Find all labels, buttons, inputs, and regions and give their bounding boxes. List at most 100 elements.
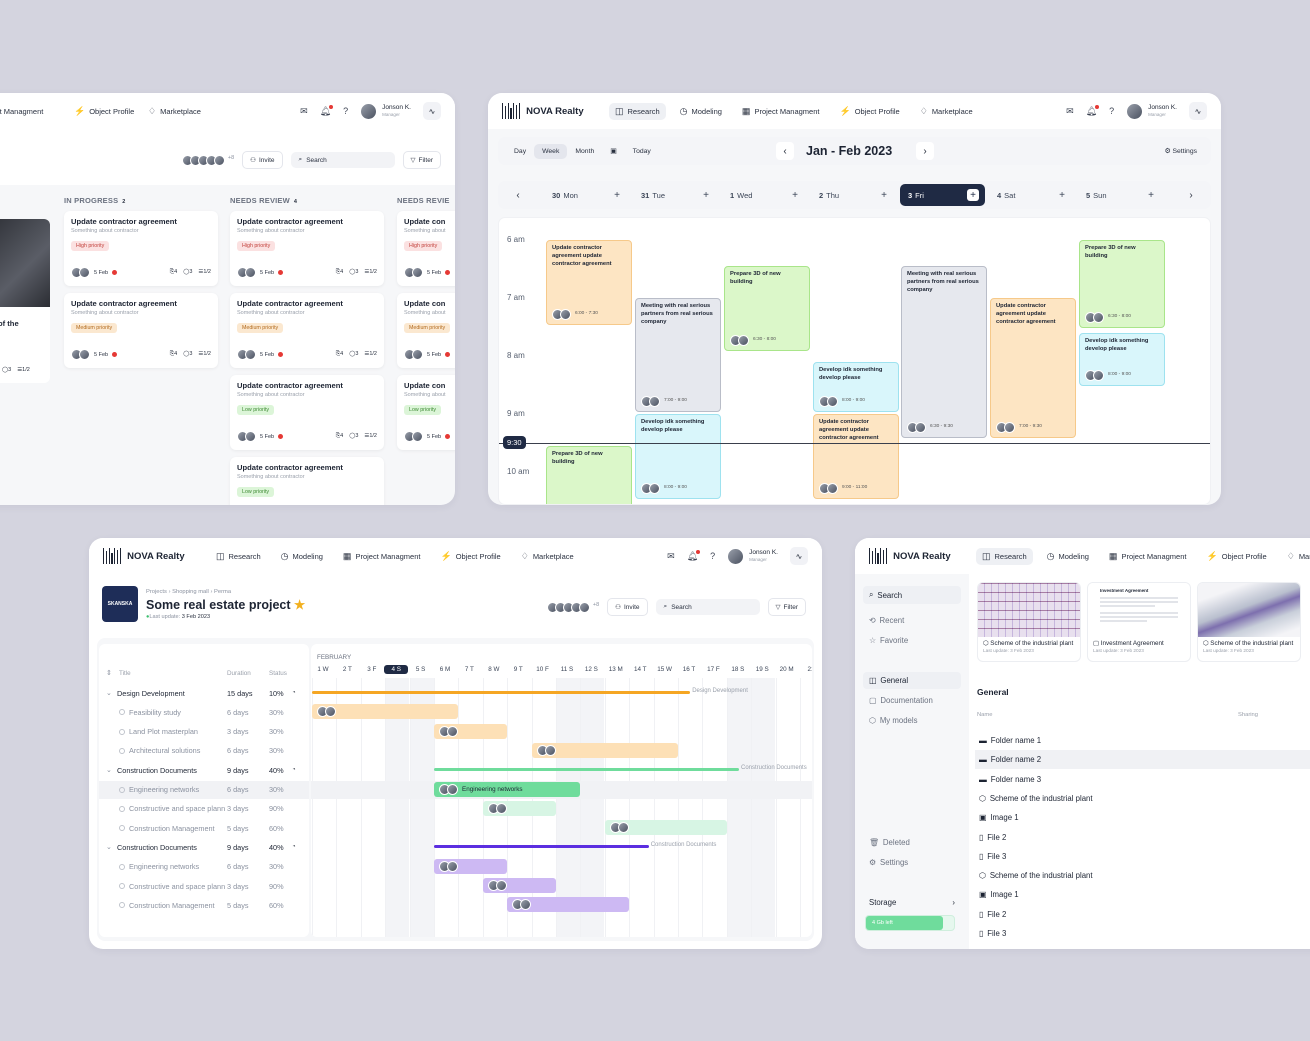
task-bar[interactable]: [434, 723, 508, 739]
sidebar-general[interactable]: ◫ General: [863, 672, 961, 689]
group-timeline-line[interactable]: [434, 845, 649, 849]
thumb-card-1[interactable]: ⬡ Scheme of the industrial plant Last up…: [977, 582, 1081, 662]
task-group-row[interactable]: ⌄ Construction Documents 9 days 40% ◔: [106, 765, 296, 775]
view-day[interactable]: Day: [514, 147, 527, 155]
nav-marketplace[interactable]: ♢Marketplace: [919, 105, 973, 116]
prev-week-icon[interactable]: ‹: [516, 189, 520, 201]
task-row[interactable]: Constructive and space planning 3 days 90%: [99, 877, 309, 895]
calendar-event[interactable]: Develop idk something develop please 8:00…: [1079, 332, 1165, 386]
sidebar-favorite[interactable]: ☆ Favorite: [869, 636, 909, 645]
group-timeline-line[interactable]: [434, 768, 739, 772]
sort-icon[interactable]: ⇕: [106, 670, 112, 677]
sidebar-deleted[interactable]: 🗑︎ Deleted: [869, 838, 910, 847]
file-row[interactable]: ▯File 3All: [979, 929, 1007, 938]
partial-card[interactable]: of the ◯3 ☰1/2: [0, 219, 50, 383]
mail-icon[interactable]: ✉: [1066, 105, 1074, 116]
thumb-card-2[interactable]: Investment Agreement ▢ Investment Agreem…: [1087, 582, 1191, 662]
thumb-card-3[interactable]: ⬡ Scheme of the industrial plant Last up…: [1197, 582, 1301, 662]
calendar-event[interactable]: Update contractor agreement update contr…: [813, 414, 899, 499]
calendar-event[interactable]: Meeting with real serious partners from …: [901, 266, 987, 439]
sidebar-documentation[interactable]: ▢ Documentation: [869, 696, 933, 705]
user-menu[interactable]: Jonson K. Manager: [1126, 102, 1177, 120]
add-event-icon[interactable]: +: [1059, 189, 1065, 201]
invite-button[interactable]: ⚇ Invite: [242, 151, 283, 169]
task-group-row[interactable]: ⌄ Design Development 15 days 10% ◔: [106, 688, 296, 698]
task-card[interactable]: Update contractor agreement Something ab…: [230, 211, 384, 286]
settings-button[interactable]: ⚙ Settings: [1164, 148, 1197, 155]
bell-icon[interactable]: 🔔︎: [686, 549, 701, 561]
nav-modeling[interactable]: ◷ Modeling: [679, 105, 722, 116]
task-bar[interactable]: [312, 704, 459, 720]
file-row[interactable]: ▬ Folder name 2: [975, 750, 1310, 770]
task-card[interactable]: Update con Something about High priority…: [397, 211, 455, 286]
breadcrumb-projects[interactable]: Projects: [146, 588, 167, 595]
bell-icon[interactable]: 🔔︎: [319, 104, 334, 116]
status-circle-icon[interactable]: [119, 883, 125, 889]
status-circle-icon[interactable]: [119, 805, 125, 812]
task-bar[interactable]: [531, 742, 678, 758]
add-event-icon[interactable]: +: [792, 189, 798, 201]
task-card[interactable]: Update con Something about Medium priori…: [397, 293, 455, 368]
status-circle-icon[interactable]: [119, 747, 125, 754]
add-event-icon[interactable]: +: [881, 189, 887, 201]
mail-icon[interactable]: ✉: [667, 550, 675, 561]
view-month[interactable]: Month: [575, 147, 595, 155]
file-row[interactable]: ▬ Folder name 1: [979, 736, 1042, 745]
nav-project-management[interactable]: ject Managment: [0, 106, 44, 116]
file-row[interactable]: ▣Image 1All: [979, 813, 1019, 823]
breadcrumb-mall[interactable]: Shopping mall: [172, 588, 209, 595]
mail-icon[interactable]: ✉: [300, 105, 308, 116]
nav-project-management[interactable]: ▦ Project Managment: [1108, 550, 1187, 561]
filter-button[interactable]: ▽ Filter: [402, 151, 441, 169]
breadcrumb-perma[interactable]: Perma: [214, 588, 232, 595]
logo[interactable]: NOVA Realty: [103, 548, 185, 564]
day-header[interactable]: 4 Sat +: [989, 184, 1074, 206]
activity-icon[interactable]: ∿: [1189, 102, 1207, 120]
task-bar[interactable]: [604, 820, 727, 836]
file-row[interactable]: ▣Image 1All: [979, 890, 1019, 900]
day-header[interactable]: 2 Thu +: [811, 184, 896, 206]
task-card[interactable]: Update con Something about Low priority …: [397, 375, 455, 450]
day-header[interactable]: 5 Sun +: [1078, 184, 1163, 206]
nav-object-profile[interactable]: ⚡ Object Profile: [839, 105, 900, 116]
task-row[interactable]: Construction Management 5 days 60%: [99, 896, 309, 914]
team-avatars[interactable]: +8: [181, 154, 234, 166]
file-row[interactable]: ▯File 3All: [979, 851, 1007, 861]
task-row[interactable]: Land Plot masterplan 3 days 30%: [99, 723, 309, 741]
status-circle-icon[interactable]: [119, 902, 125, 909]
logo[interactable]: NOVA Realty: [502, 103, 584, 119]
task-card[interactable]: Update contractor agreement Something ab…: [230, 375, 384, 450]
chevron-down-icon[interactable]: ⌄: [106, 690, 112, 697]
calendar-event[interactable]: Develop idk something develop please 8:00…: [813, 361, 899, 412]
task-card[interactable]: Update contractor agreement Something ab…: [64, 211, 218, 286]
file-row[interactable]: ▯File 2All: [979, 832, 1007, 842]
logo[interactable]: NOVA Realty: [869, 548, 951, 564]
calendar-icon[interactable]: ▣: [610, 148, 617, 155]
status-circle-icon[interactable]: [119, 825, 125, 832]
nav-research[interactable]: ◫ Research: [216, 550, 261, 561]
task-card[interactable]: Update contractor agreement Something ab…: [64, 293, 218, 368]
day-header[interactable]: 3 Fri +: [900, 184, 985, 206]
week-grid[interactable]: 6 am 7 am 8 am 9 am 10 am Update contractor a…: [498, 217, 1211, 505]
task-row[interactable]: Feasibility study 6 days 30%: [99, 703, 309, 721]
calendar-event[interactable]: Update contractor agreement update contr…: [990, 298, 1076, 439]
activity-icon[interactable]: ∿: [423, 102, 441, 120]
calendar-event[interactable]: Prepare 3D of new building 6:30 - 8:00: [724, 266, 810, 352]
task-card[interactable]: Update contractor agreement Something ab…: [230, 293, 384, 368]
nav-object-profile[interactable]: ⚡ Object Profile: [1206, 550, 1267, 561]
nav-project-management[interactable]: ▦ Project Managment: [342, 550, 421, 561]
status-circle-icon[interactable]: [119, 863, 125, 870]
task-card[interactable]: Update contractor agreement Something ab…: [230, 457, 384, 505]
task-row[interactable]: Engineering networks 6 days 30%: [99, 780, 309, 799]
file-row[interactable]: ▯File 2All: [979, 909, 1007, 919]
day-header[interactable]: 30 Mon +: [544, 184, 629, 206]
team-avatars[interactable]: +8: [546, 601, 599, 613]
task-bar[interactable]: [482, 800, 556, 816]
calendar-event[interactable]: Update contractor agreement update contr…: [546, 240, 632, 325]
sidebar-search[interactable]: ⌕ Search: [863, 586, 961, 604]
add-event-icon[interactable]: +: [703, 189, 709, 201]
search-input[interactable]: ⌕ Search: [290, 152, 395, 168]
help-icon[interactable]: ?: [1109, 106, 1115, 116]
nav-object-profile[interactable]: ⚡ Object Profile: [440, 550, 501, 561]
file-row[interactable]: ⬡Scheme of the industrial plantAll: [979, 871, 1093, 881]
